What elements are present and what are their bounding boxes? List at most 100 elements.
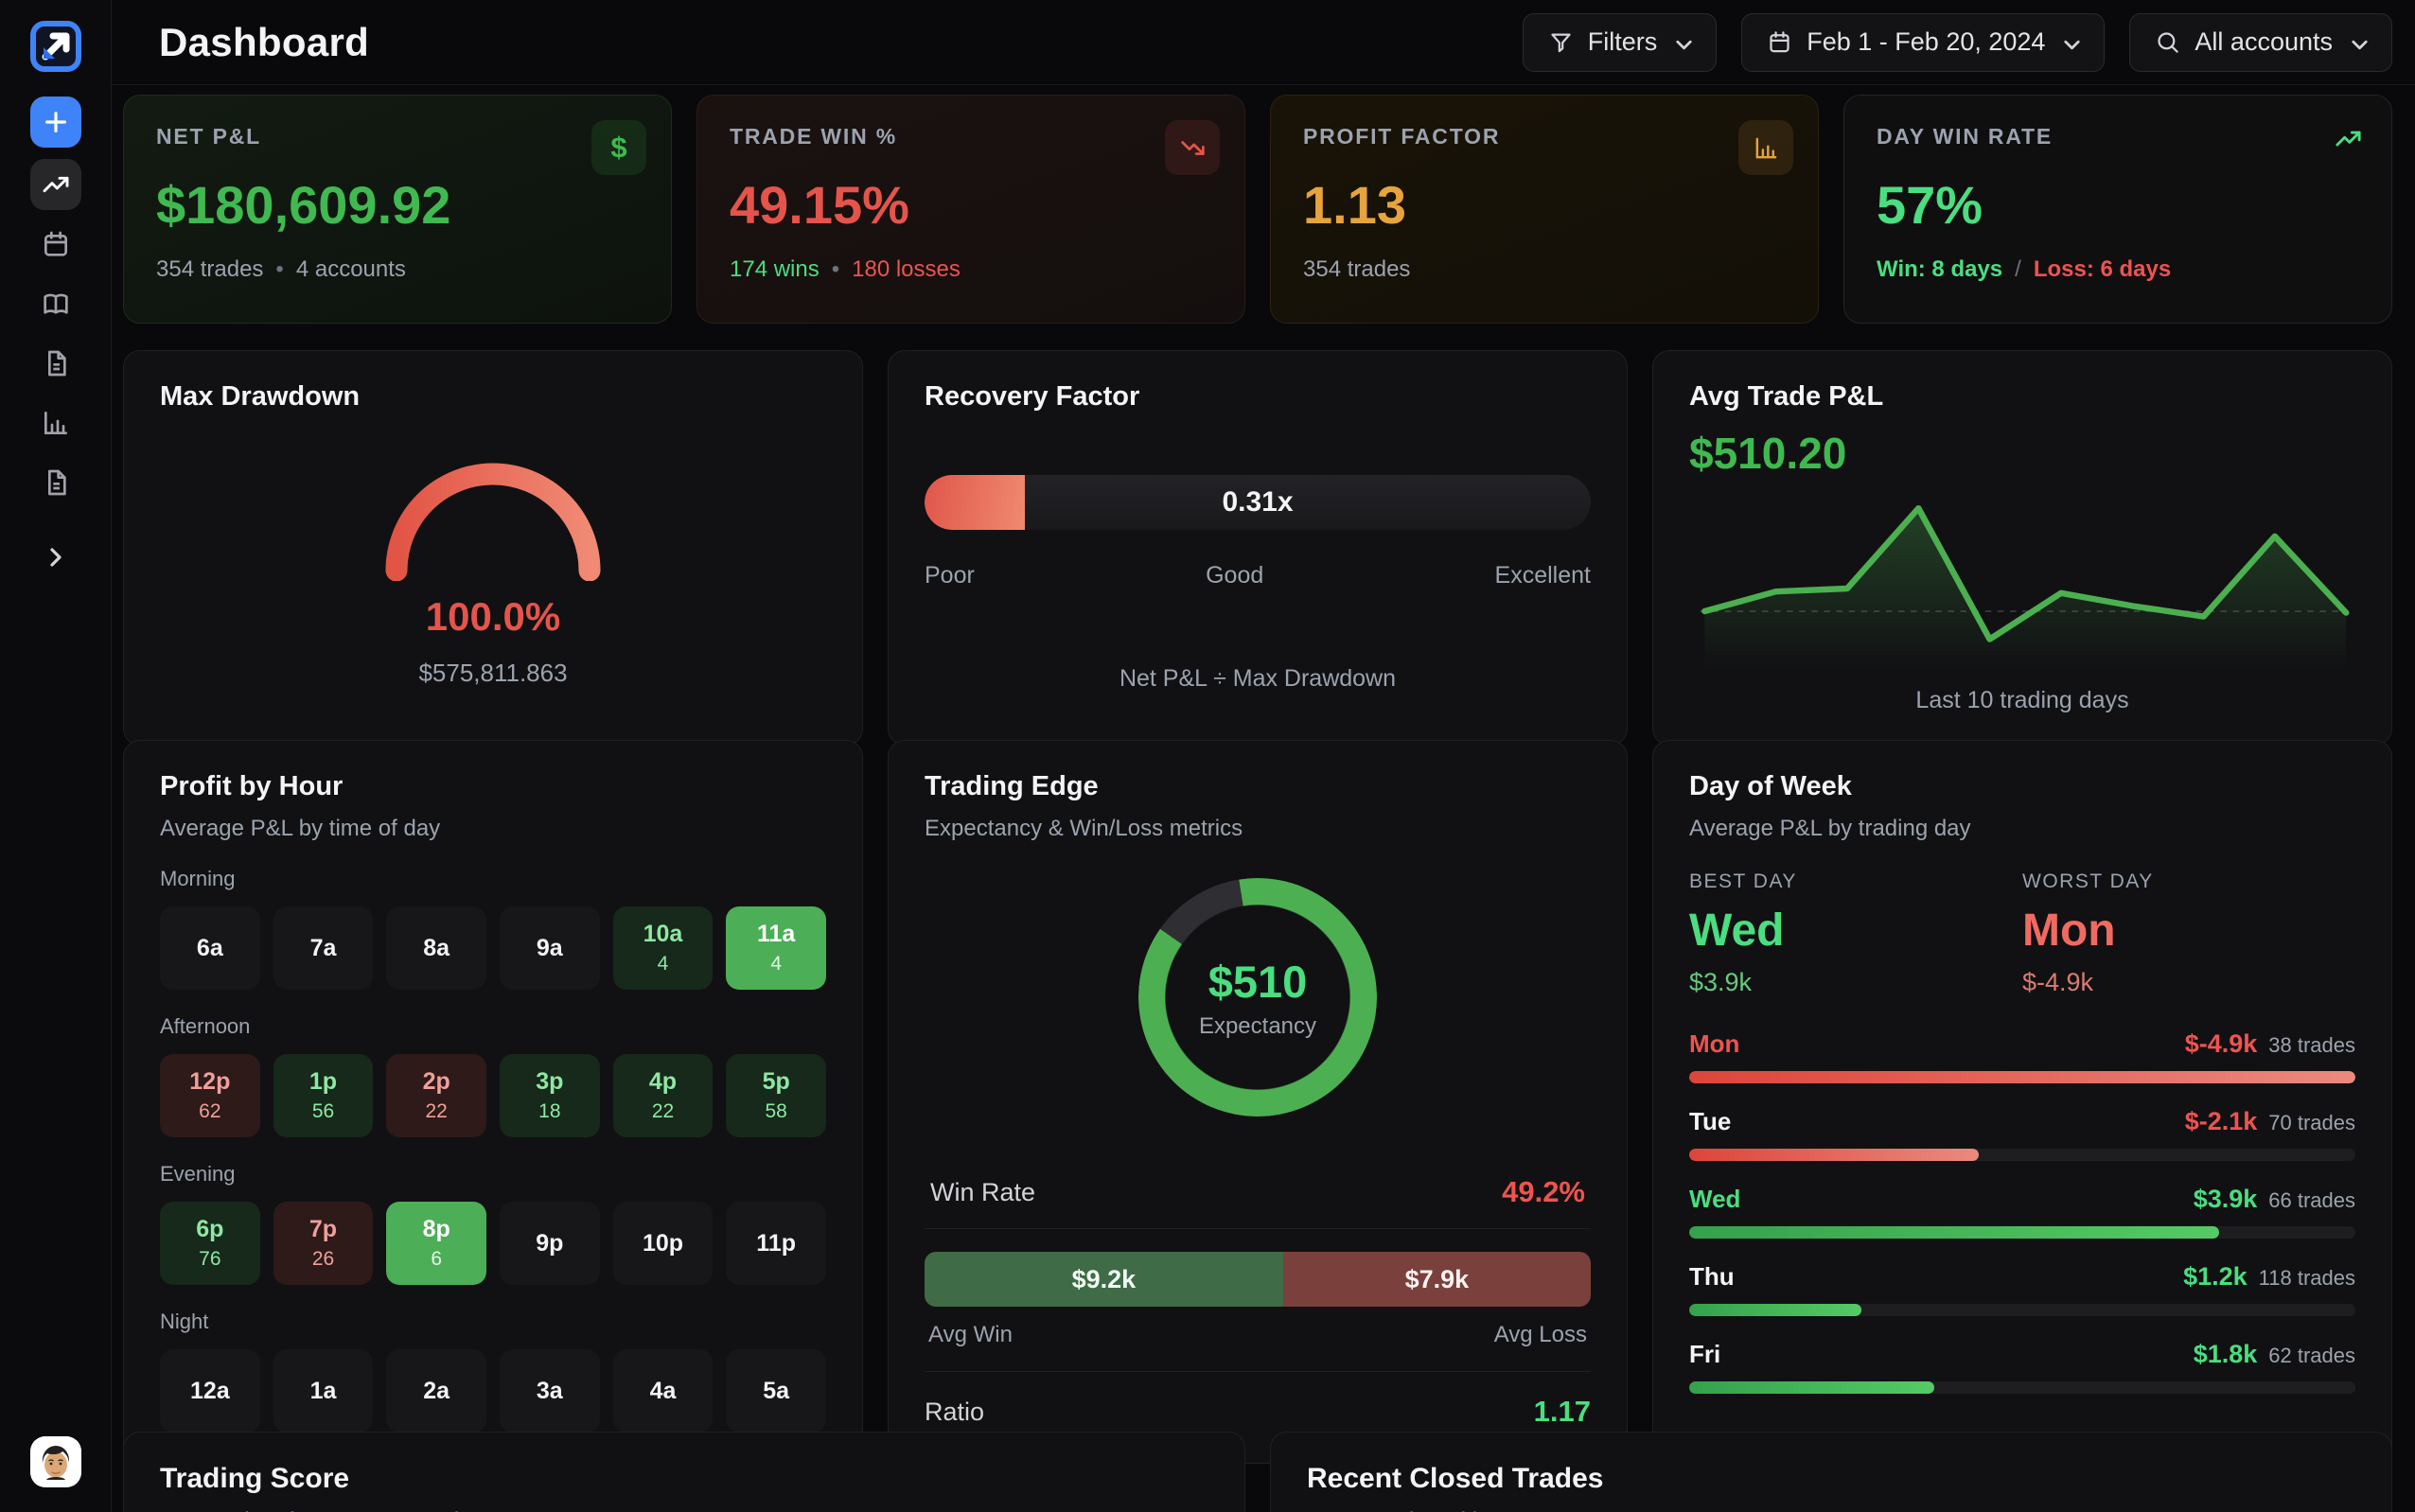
logo-arrow-icon — [29, 21, 81, 72]
avg-trade-sparkline — [1700, 505, 2350, 669]
hour-cell: 4p 22 — [612, 1054, 714, 1137]
drawdown-gauge — [385, 463, 601, 581]
day-row: Mon $-4.9k 38 trades — [1689, 1029, 2355, 1083]
expectancy-donut: $510 Expectancy — [1138, 878, 1377, 1116]
kpi-card-net-pl: NET P&L $ $180,609.92 354 trades • 4 acc… — [123, 95, 672, 324]
card-title: Max Drawdown — [160, 381, 361, 412]
kpi-label: NET P&L — [156, 124, 261, 149]
trending-up-icon — [2334, 124, 2363, 153]
card-title: Day of Week — [1689, 771, 1852, 801]
section-label-afternoon: Afternoon — [160, 1014, 251, 1038]
kpi-label: PROFIT FACTOR — [1303, 124, 1501, 149]
sidebar-item-dashboard[interactable] — [29, 159, 81, 210]
drawdown-percent: 100.0% — [425, 594, 561, 639]
scale-good: Good — [1206, 562, 1264, 589]
card-subtitle: Average P&L by time of day — [160, 816, 441, 841]
loss-days: Loss: 6 days — [2033, 256, 2172, 282]
bar-chart-icon — [41, 408, 71, 438]
hour-cell: 7a — [273, 906, 374, 990]
sidebar-item-templates[interactable] — [30, 457, 81, 508]
user-avatar[interactable] — [29, 1436, 81, 1487]
kpi-value: 1.13 — [1303, 175, 1406, 235]
plus-icon — [41, 107, 71, 137]
hour-cell: 2a — [386, 1349, 486, 1433]
chevron-right-icon — [41, 542, 71, 572]
topbar: Dashboard Filters Feb 1 - Feb 20, 2024 — [112, 0, 2415, 85]
expectancy-label: Expectancy — [1198, 1012, 1317, 1039]
win-days: Win: 8 days — [1877, 256, 2003, 282]
day-bar — [1689, 1304, 2355, 1316]
app-logo[interactable] — [29, 21, 81, 72]
card-subtitle: Average P&L by trading day — [1689, 816, 1971, 841]
filters-button[interactable]: Filters — [1522, 12, 1718, 72]
expand-sidebar-button[interactable] — [30, 532, 81, 583]
section-label-night: Night — [160, 1310, 209, 1333]
win-rate-value: 49.2% — [1502, 1175, 1585, 1208]
sidebar-item-notes[interactable] — [30, 338, 81, 389]
card-title: Recent Closed Trades — [1307, 1463, 1604, 1494]
hour-cell: 10a 4 — [612, 906, 714, 990]
card-title: Profit by Hour — [160, 771, 344, 801]
trending-up-icon — [41, 169, 71, 200]
hour-cell: 1p 56 — [273, 1054, 374, 1137]
hour-cell: 2p 22 — [386, 1054, 486, 1137]
chevron-down-icon — [2059, 32, 2081, 52]
sidebar-item-reports[interactable] — [30, 397, 81, 448]
hour-cell: 8p 6 — [386, 1202, 486, 1285]
day-of-week-card: Day of Week Average P&L by trading day B… — [1652, 740, 2392, 1464]
card-subtitle: Expectancy & Win/Loss metrics — [925, 816, 1243, 841]
filter-funnel-icon — [1548, 29, 1574, 55]
hour-cell: 5a — [726, 1349, 826, 1433]
avg-loss-segment: $7.9k — [1282, 1252, 1591, 1307]
topbar-actions: Filters Feb 1 - Feb 20, 2024 All account… — [1522, 12, 2392, 72]
profit-by-hour-card: Profit by Hour Average P&L by time of da… — [123, 740, 863, 1464]
page-title: Dashboard — [159, 19, 370, 64]
hour-cell: 11a 4 — [726, 906, 826, 990]
kpi-value: 49.15% — [730, 175, 909, 235]
add-trade-button[interactable] — [29, 97, 81, 148]
recent-closed-trades-card: Recent Closed Trades Latest trades with … — [1270, 1432, 2392, 1512]
card-title: Avg Trade P&L — [1689, 381, 1884, 412]
hour-cell: 10p — [612, 1202, 714, 1285]
scale-excellent: Excellent — [1494, 562, 1591, 589]
hour-cell: 12a — [160, 1349, 260, 1433]
file-text-icon — [41, 348, 71, 378]
hour-cell: 11p — [726, 1202, 826, 1285]
day-bar — [1689, 1226, 2355, 1239]
section-label-evening: Evening — [160, 1162, 236, 1186]
section-label-morning: Morning — [160, 867, 236, 890]
scale-poor: Poor — [925, 562, 975, 589]
kpi-card-trade-win: TRADE WIN % 49.15% 174 wins • 180 losses — [696, 95, 1245, 324]
day-row: Thu $1.2k 118 trades — [1689, 1262, 2355, 1316]
day-bar — [1689, 1149, 2355, 1161]
accounts-select-button[interactable]: All accounts — [2129, 12, 2392, 72]
max-drawdown-card: Max Drawdown 100.0% $575,811.863 — [123, 350, 863, 746]
hour-cell: 9a — [499, 906, 600, 990]
recovery-progress-fill — [925, 475, 1025, 530]
trades-count: 354 trades — [1303, 256, 1411, 282]
hour-cell: 7p 26 — [273, 1202, 374, 1285]
losses-count: 180 losses — [852, 256, 961, 282]
avg-win-segment: $9.2k — [925, 1252, 1283, 1307]
sidebar — [0, 0, 112, 1512]
sidebar-item-journal[interactable] — [30, 278, 81, 329]
card-title: Trading Edge — [925, 771, 1099, 801]
hour-cell: 6p 76 — [160, 1202, 260, 1285]
avg-win-label: Avg Win — [928, 1322, 1013, 1347]
best-day-amount: $3.9k — [1689, 968, 1753, 996]
day-row: Tue $-2.1k 70 trades — [1689, 1107, 2355, 1161]
accounts-count: 4 accounts — [295, 256, 406, 282]
book-open-icon — [41, 289, 71, 319]
main-content: NET P&L $ $180,609.92 354 trades • 4 acc… — [112, 85, 2415, 1512]
calendar-icon — [1767, 29, 1792, 55]
hour-cell: 3a — [499, 1349, 600, 1433]
date-range-button[interactable]: Feb 1 - Feb 20, 2024 — [1741, 12, 2106, 72]
hour-cell: 6a — [160, 906, 260, 990]
filters-label: Filters — [1587, 27, 1658, 56]
card-subtitle: Composite of your recent trades — [160, 1508, 1208, 1512]
sidebar-item-calendar[interactable] — [30, 219, 81, 270]
dollar-icon: $ — [591, 120, 646, 175]
ratio-row: Ratio 1.17 — [925, 1371, 1591, 1429]
hour-cell: 12p 62 — [160, 1054, 260, 1137]
sparkline-caption: Last 10 trading days — [1915, 687, 2129, 713]
